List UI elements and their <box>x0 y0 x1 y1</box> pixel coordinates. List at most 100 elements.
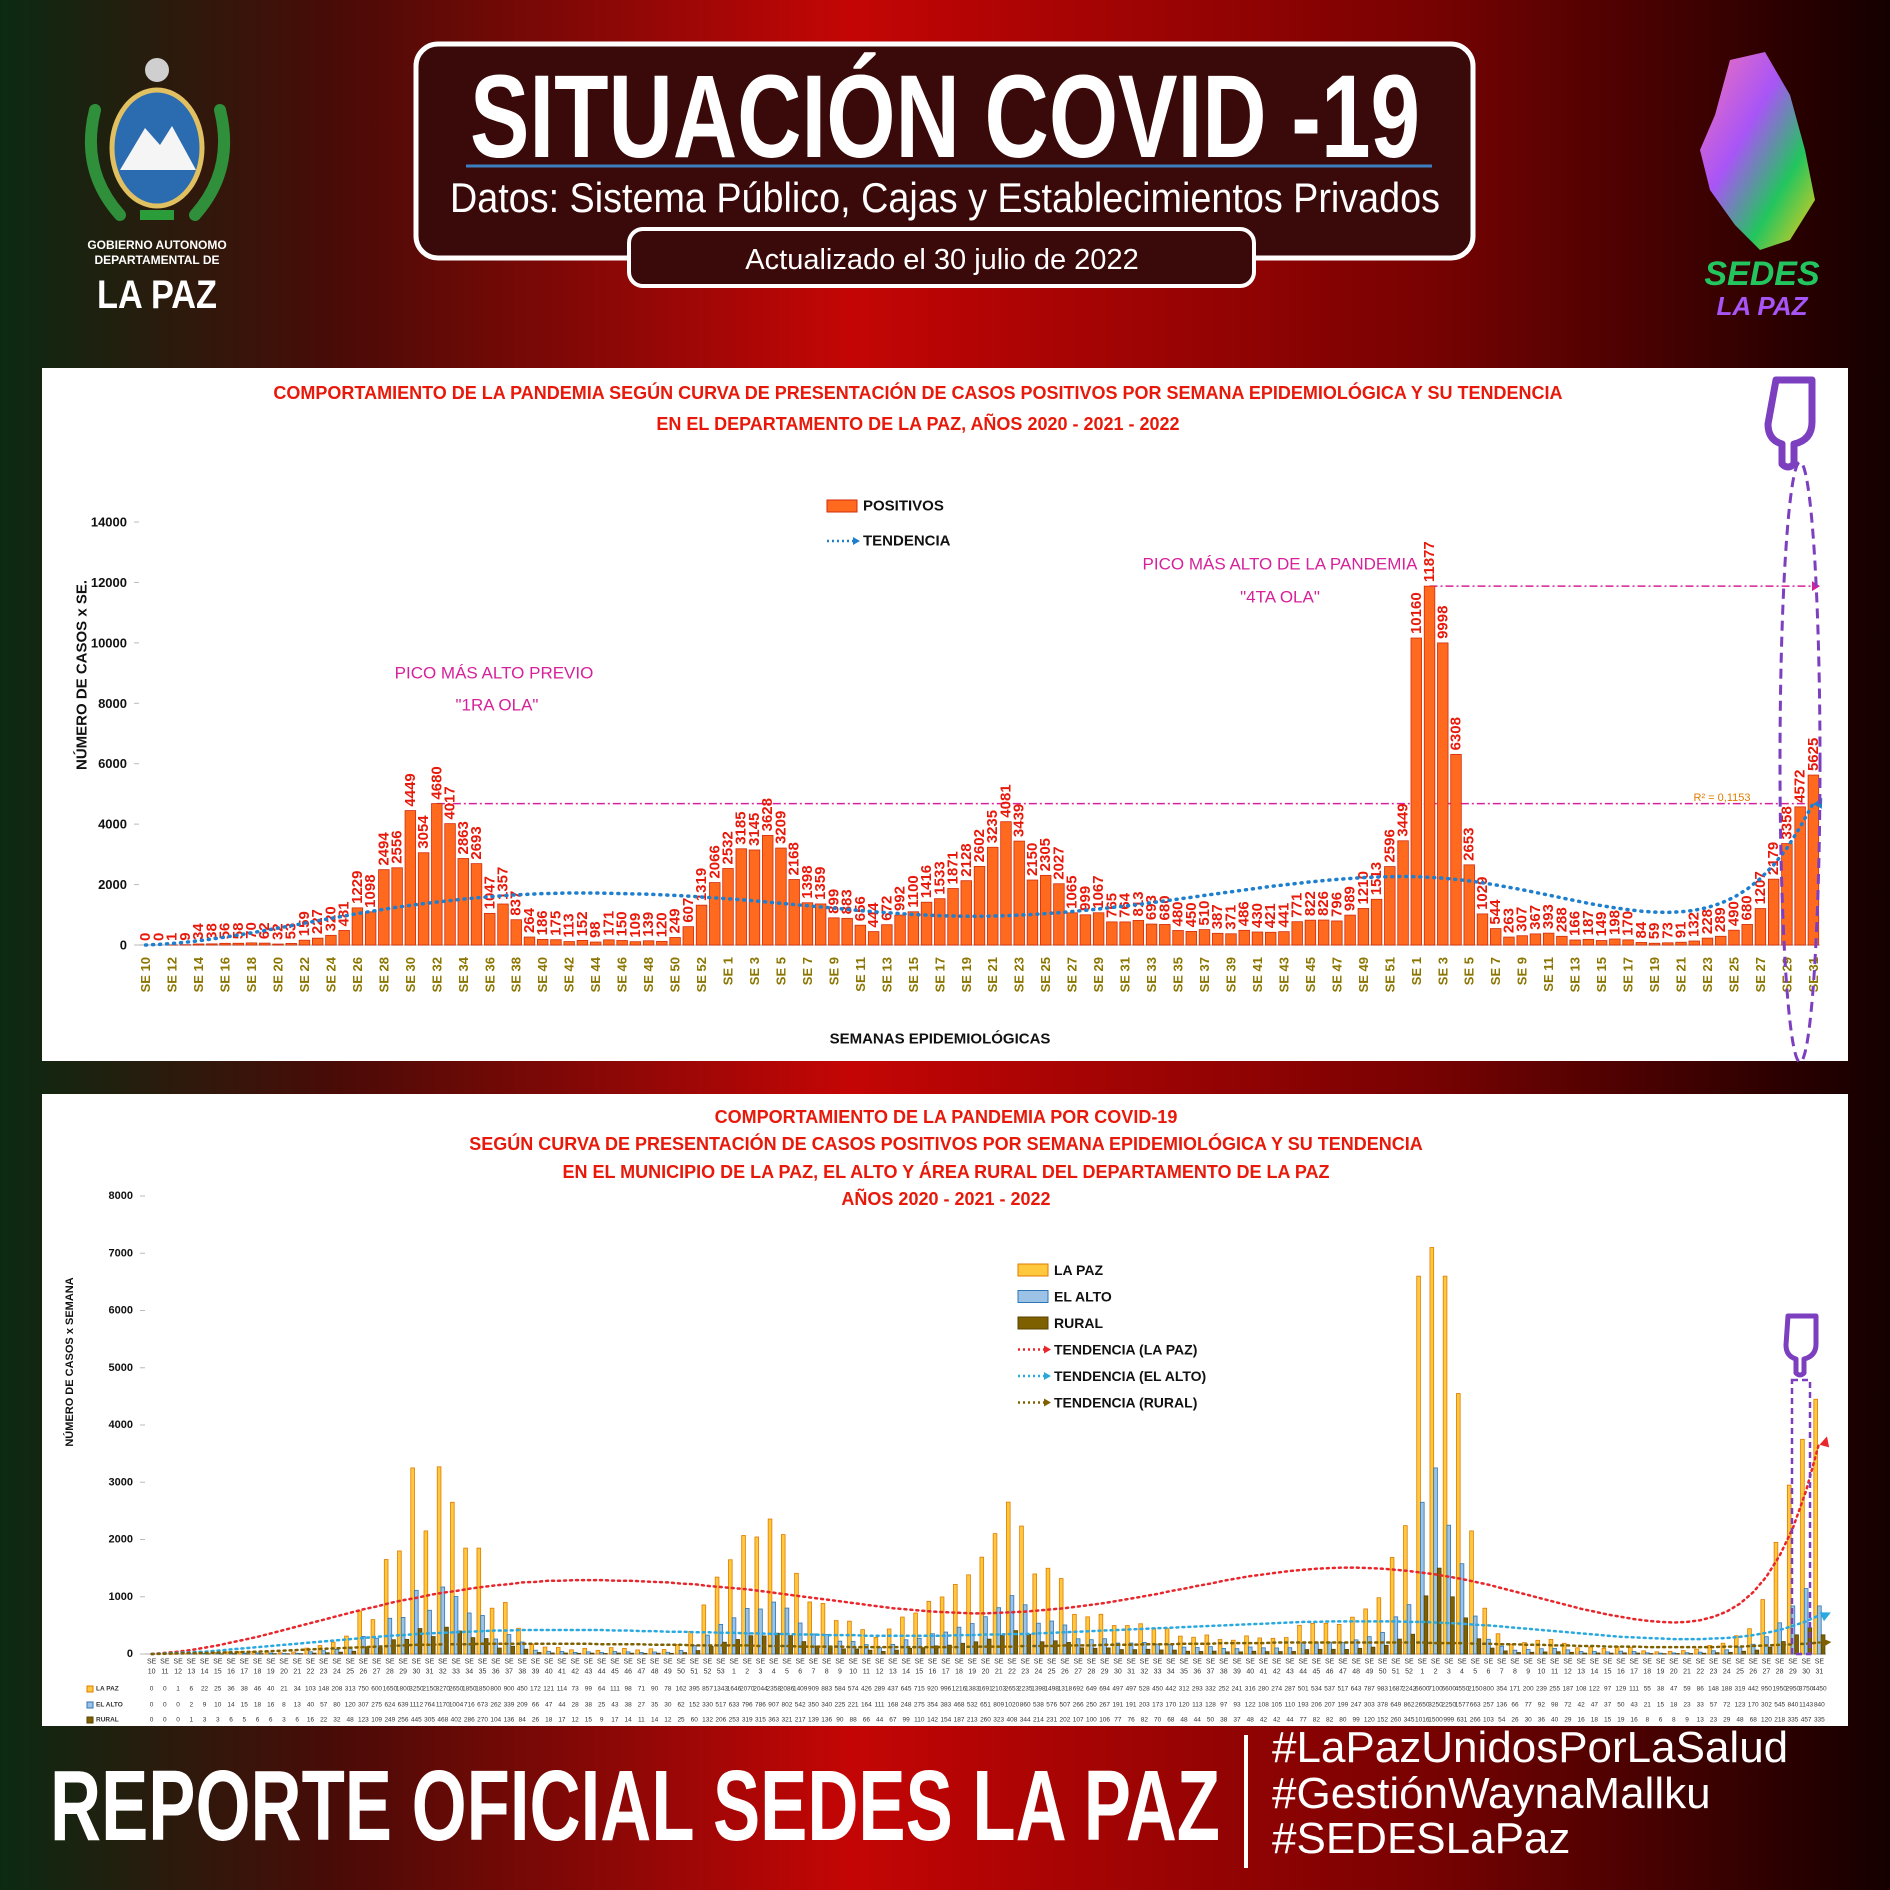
x-tick-label: 52 <box>1405 1669 1413 1676</box>
bar <box>1353 1639 1359 1655</box>
table-cell: 16 <box>267 1702 275 1709</box>
table-cell: 250 <box>1086 1702 1097 1709</box>
table-cell: 517 <box>1337 1686 1348 1693</box>
y-tick-label: 4000 <box>98 817 127 832</box>
x-tick-prefix: SE <box>1550 1659 1560 1666</box>
bar <box>1575 1647 1580 1655</box>
table-cell: 9 <box>1685 1717 1689 1724</box>
data-label: 175 <box>547 911 564 936</box>
table-cell: 442 <box>1165 1686 1176 1693</box>
bar <box>1609 1652 1614 1655</box>
data-label: 441 <box>1275 903 1292 928</box>
x-tick-label: 22 <box>307 1669 315 1676</box>
bar <box>1026 1633 1032 1655</box>
bar <box>1450 754 1462 946</box>
table-cell: 15 <box>241 1702 249 1709</box>
data-label: 450 <box>1183 902 1200 927</box>
y-tick-label: 6000 <box>98 756 127 771</box>
x-tick-prefix: SE <box>240 1659 250 1666</box>
bar <box>1344 914 1356 946</box>
bar <box>589 941 602 946</box>
chart-title: COMPORTAMIENTO DE LA PANDEMIA POR COVID-… <box>715 1107 1178 1127</box>
bar <box>1773 1541 1779 1655</box>
x-tick-label: SE 5 <box>1462 957 1477 985</box>
table-cell: 66 <box>532 1702 540 1709</box>
data-label: 421 <box>1262 903 1279 928</box>
table-cell: 316 <box>1245 1686 1256 1693</box>
table-cell: 286 <box>464 1717 475 1724</box>
x-tick-prefix: SE <box>226 1659 236 1666</box>
table-cell: 18 <box>1591 1717 1599 1724</box>
table-cell: 27 <box>638 1702 646 1709</box>
table-cell: 6 <box>1659 1717 1663 1724</box>
x-tick-prefix: SE <box>888 1659 898 1666</box>
bar <box>722 868 734 946</box>
table-cell: 170 <box>1165 1702 1176 1709</box>
x-tick-prefix: SE <box>173 1659 183 1666</box>
x-tick-label: 8 <box>825 1669 829 1676</box>
bar <box>1098 1613 1104 1655</box>
data-label: 826 <box>1315 891 1332 916</box>
bar <box>1049 1620 1054 1655</box>
x-tick-label: 18 <box>254 1669 262 1676</box>
table-cell: 248 <box>901 1702 912 1709</box>
bar <box>436 1466 442 1655</box>
table-cell: 99 <box>585 1686 593 1693</box>
x-tick-prefix: SE <box>1418 1659 1428 1666</box>
bar <box>1304 919 1317 946</box>
bar <box>1151 1627 1157 1655</box>
table-cell: 2650 <box>1415 1702 1430 1709</box>
bar <box>1767 878 1780 946</box>
bar <box>484 912 496 946</box>
x-tick-label: 4 <box>1460 1669 1464 1676</box>
table-cell: 76 <box>1127 1717 1135 1724</box>
x-tick-label: 44 <box>1299 1669 1307 1676</box>
table-cell: 457 <box>1801 1717 1812 1724</box>
bar <box>278 1652 283 1655</box>
x-tick-prefix: SE <box>518 1659 528 1666</box>
table-cell: 862 <box>1404 1702 1415 1709</box>
trend-line <box>150 1440 1821 1656</box>
data-label: 11877 <box>1421 541 1438 582</box>
table-cell: 802 <box>782 1702 793 1709</box>
table-cell: 787 <box>1364 1686 1375 1693</box>
data-label: 1871 <box>945 851 962 884</box>
bar <box>1456 1393 1461 1655</box>
bar <box>1595 940 1608 946</box>
table-cell: 191 <box>1112 1702 1123 1709</box>
bar <box>652 1651 657 1655</box>
bar <box>1715 935 1727 946</box>
bar <box>1741 1650 1746 1655</box>
table-cell: 170 <box>1748 1702 1759 1709</box>
bar <box>1754 1649 1760 1655</box>
x-tick-prefix: SE <box>465 1659 475 1666</box>
table-cell: 120 <box>345 1702 356 1709</box>
table-cell: 44 <box>1286 1717 1294 1724</box>
bar <box>1420 1501 1425 1655</box>
table-cell: 136 <box>1496 1702 1507 1709</box>
bar <box>1393 1616 1399 1655</box>
table-cell: 21 <box>1644 1702 1652 1709</box>
bar <box>1714 1652 1720 1655</box>
table-cell: 542 <box>795 1702 806 1709</box>
data-label: 3449 <box>1395 803 1412 836</box>
bar <box>1384 866 1396 946</box>
table-cell: 152 <box>1377 1717 1388 1724</box>
bar <box>1516 935 1528 946</box>
bar <box>731 1617 737 1655</box>
x-tick-label: SE 19 <box>959 957 974 992</box>
x-tick-prefix: SE <box>928 1659 938 1666</box>
bar <box>311 937 324 946</box>
table-cell: 363 <box>768 1717 779 1724</box>
y-axis-label: NÚMERO DE CASOS x SEMANA <box>63 1277 76 1446</box>
table-cell: 231 <box>1046 1717 1057 1724</box>
bar <box>1578 1651 1584 1655</box>
data-label: 1229 <box>349 870 366 903</box>
bar <box>1688 1653 1693 1655</box>
bar <box>801 902 814 946</box>
x-tick-prefix: SE <box>147 1659 157 1666</box>
x-tick-label: SE 21 <box>985 957 1000 992</box>
bar <box>1102 1638 1107 1655</box>
data-label: 1513 <box>1368 862 1385 895</box>
table-cell: 47 <box>545 1702 553 1709</box>
